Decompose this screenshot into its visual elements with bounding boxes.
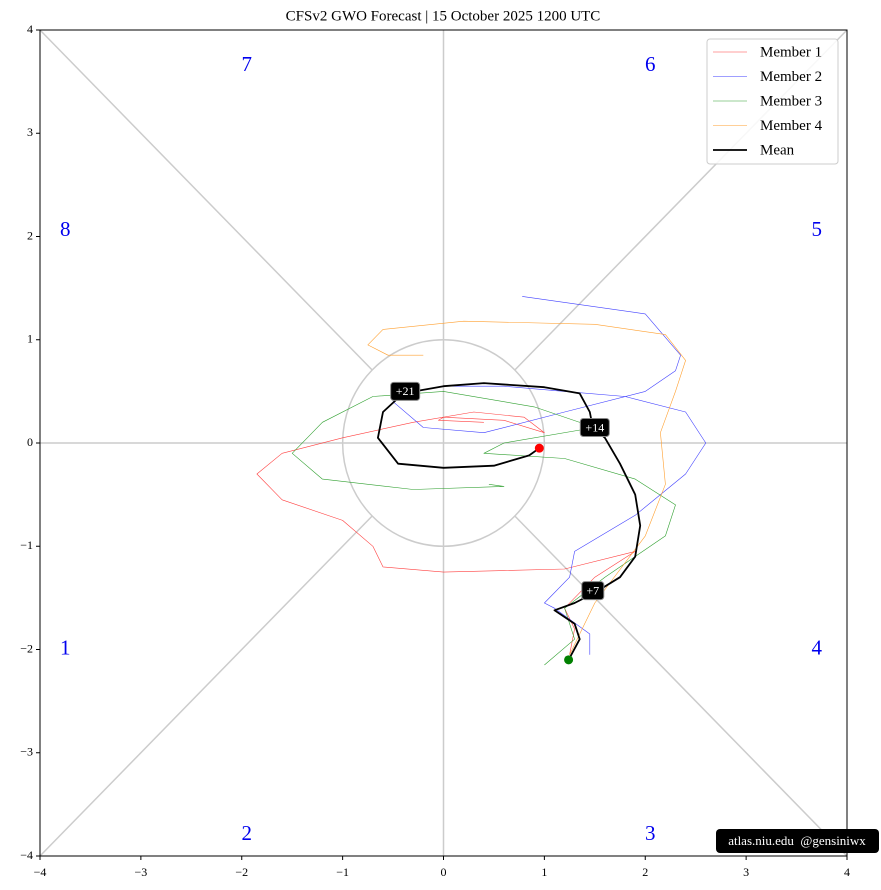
x-tick-label: −1 bbox=[336, 865, 349, 879]
legend-label: Mean bbox=[760, 142, 795, 158]
x-tick-label: −4 bbox=[34, 865, 47, 879]
x-tick-label: 0 bbox=[441, 865, 447, 879]
end-marker bbox=[534, 443, 544, 453]
y-tick-label: −2 bbox=[20, 641, 33, 655]
legend-label: Member 2 bbox=[760, 69, 822, 85]
phase-label: 3 bbox=[645, 821, 656, 845]
guide-diagonal bbox=[39, 29, 373, 371]
legend: Member 1 Member 2 Member 3 Member 4 Mean bbox=[706, 38, 839, 165]
series-line bbox=[256, 411, 636, 655]
phase-label: 5 bbox=[811, 217, 822, 241]
legend-label: Member 4 bbox=[760, 118, 823, 134]
x-tick-label: 1 bbox=[541, 865, 547, 879]
phase-label: 6 bbox=[645, 52, 656, 76]
y-tick-label: 0 bbox=[27, 435, 33, 449]
y-tick-label: −4 bbox=[20, 848, 33, 862]
legend-label: Member 3 bbox=[760, 93, 822, 109]
phase-label: 2 bbox=[242, 821, 253, 845]
guide-diagonal bbox=[514, 515, 848, 857]
annotation-box bbox=[390, 381, 421, 401]
legend-label: Member 1 bbox=[760, 44, 822, 60]
y-tick-label: −3 bbox=[20, 745, 33, 759]
phase-label: 4 bbox=[811, 635, 822, 659]
series-line bbox=[392, 296, 707, 655]
chart-title: CFSv2 GWO Forecast | 15 October 2025 120… bbox=[286, 8, 601, 24]
annotation-label: +7 bbox=[586, 583, 599, 597]
y-tick-label: 4 bbox=[27, 22, 33, 36]
x-tick-label: −3 bbox=[134, 865, 147, 879]
legend-box bbox=[706, 38, 839, 165]
x-tick-label: 4 bbox=[844, 865, 850, 879]
annotation-box bbox=[581, 581, 605, 601]
phase-label: 1 bbox=[60, 635, 71, 659]
unit-circle bbox=[341, 339, 546, 547]
phase-label: 7 bbox=[242, 52, 253, 76]
credit: atlas.niu.edu @gensiniwx bbox=[728, 833, 866, 848]
y-tick-label: 1 bbox=[27, 332, 33, 346]
series-line bbox=[367, 320, 686, 655]
annotation-label: +21 bbox=[396, 384, 415, 398]
y-tick-label: −1 bbox=[20, 538, 33, 552]
x-tick-label: −2 bbox=[235, 865, 248, 879]
guide-diagonal bbox=[39, 515, 373, 857]
y-tick-label: 2 bbox=[27, 228, 33, 242]
credit-box bbox=[716, 829, 879, 853]
x-tick-label: 3 bbox=[743, 865, 749, 879]
series-line bbox=[291, 391, 676, 666]
start-marker bbox=[564, 655, 574, 665]
y-tick-label: 3 bbox=[27, 125, 33, 139]
annotation-box bbox=[579, 418, 610, 438]
phase-label: 8 bbox=[60, 217, 71, 241]
x-tick-label: 2 bbox=[642, 865, 648, 879]
annotation-label: +14 bbox=[585, 420, 604, 434]
